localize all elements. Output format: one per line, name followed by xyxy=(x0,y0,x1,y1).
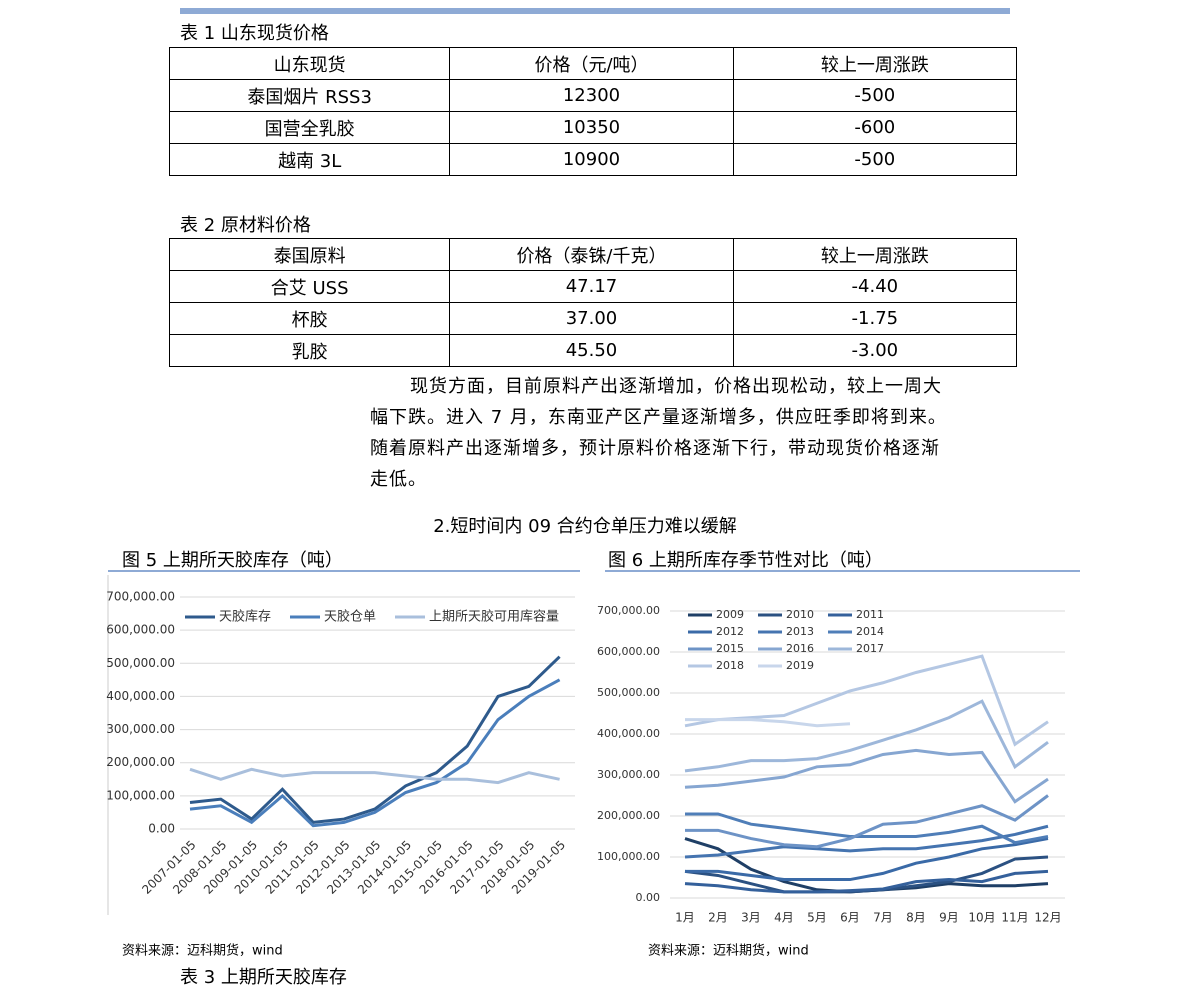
legend-label: 上期所天胶可用库容量 xyxy=(429,609,559,625)
legend-label: 2014 xyxy=(856,625,884,638)
legend-label: 2013 xyxy=(786,625,814,638)
legend-label: 2016 xyxy=(786,642,814,655)
x-tick-label: 3月 xyxy=(741,911,761,925)
y-tick-label: 600,000.00 xyxy=(106,623,175,637)
paragraph-line: 随着原料产出逐渐增多，预计原料价格逐渐下行，带动现货价格逐渐 xyxy=(370,438,940,459)
table-cell: 较上一周涨跌 xyxy=(732,238,1018,271)
table-cell: 合艾 USS xyxy=(168,270,451,303)
table-cell: 价格（元/吨） xyxy=(449,47,734,80)
table-cell: 价格（泰铢/千克） xyxy=(449,238,734,271)
y-tick-label: 100,000.00 xyxy=(597,850,660,863)
y-tick-label: 700,000.00 xyxy=(106,590,175,604)
legend-label: 天胶仓单 xyxy=(324,609,376,625)
table: 山东现货 价格（元/吨） 较上一周涨跌 泰国烟片 RSS3 12300 -500 国营全乳胶… xyxy=(168,47,1018,176)
x-tick-label: 10月 xyxy=(968,911,995,925)
top-bar xyxy=(180,8,1010,14)
figure-source: 资料来源：迈科期货，wind xyxy=(648,943,809,959)
legend-label: 2018 xyxy=(716,659,744,672)
y-tick-label: 600,000.00 xyxy=(597,645,660,658)
table-cell: -600 xyxy=(732,111,1018,144)
series-line xyxy=(684,748,1049,804)
y-tick-label: 0.00 xyxy=(148,822,175,836)
table-caption: 表 1 山东现货价格 xyxy=(180,23,329,44)
table-row: 山东现货 价格（元/吨） 较上一周涨跌 xyxy=(168,47,1018,80)
series-line xyxy=(685,718,851,728)
y-tick-label: 400,000.00 xyxy=(597,727,660,740)
legend-label: 2012 xyxy=(716,625,744,638)
y-tick-label: 100,000.00 xyxy=(106,788,175,802)
y-tick-label: 200,000.00 xyxy=(597,809,660,822)
series-line xyxy=(189,678,561,828)
table-cell: -500 xyxy=(732,79,1018,112)
series-line xyxy=(189,655,561,824)
series-line xyxy=(684,869,1049,894)
table-row: 越南 3L 10900 -500 xyxy=(168,143,1018,176)
paragraph-line: 现货方面，目前原料产出逐渐增加，价格出现松动，较上一周大 xyxy=(410,376,942,397)
table-row: 乳胶 45.50 -3.00 xyxy=(168,334,1018,367)
table-cell: 越南 3L xyxy=(168,143,451,176)
table-cell: 山东现货 xyxy=(168,47,451,80)
table-caption: 表 2 原材料价格 xyxy=(180,215,311,236)
table-row: 合艾 USS 47.17 -4.40 xyxy=(168,270,1018,303)
series-line xyxy=(189,767,560,785)
table-cell: 乳胶 xyxy=(168,334,451,367)
table-cell: 12300 xyxy=(449,79,734,112)
series-line xyxy=(685,812,1049,845)
x-tick-label: 8月 xyxy=(906,911,926,925)
x-tick-label: 6月 xyxy=(840,911,860,925)
paragraph-line: 幅下跌。进入 7 月，东南亚产区产量逐渐增多，供应旺季即将到来。 xyxy=(370,407,947,428)
y-tick-label: 300,000.00 xyxy=(106,722,175,736)
series-line xyxy=(685,794,1049,849)
table-row: 泰国烟片 RSS3 12300 -500 xyxy=(168,79,1018,112)
table-row: 泰国原料 价格（泰铢/千克） 较上一周涨跌 xyxy=(168,238,1018,271)
figure-caption: 图 6 上期所库存季节性对比（吨） xyxy=(608,550,883,571)
series-line xyxy=(684,654,1049,747)
legend-label: 2015 xyxy=(716,642,744,655)
x-tick-label: 11月 xyxy=(1001,911,1028,925)
y-tick-label: 400,000.00 xyxy=(106,689,175,703)
y-tick-label: 300,000.00 xyxy=(597,768,660,781)
table-row: 杯胶 37.00 -1.75 xyxy=(168,302,1018,335)
figure-source: 资料来源：迈科期货，wind xyxy=(122,943,283,959)
legend-label: 2009 xyxy=(716,608,744,621)
table-cell: 10900 xyxy=(449,143,734,176)
y-tick-label: 0.00 xyxy=(636,891,661,904)
table-cell: -3.00 xyxy=(732,334,1018,367)
y-tick-label: 500,000.00 xyxy=(597,686,660,699)
table-cell: -1.75 xyxy=(732,302,1018,335)
x-tick-label: 7月 xyxy=(873,911,893,925)
table-cell: 泰国原料 xyxy=(168,238,451,271)
x-tick-label: 2月 xyxy=(708,911,728,925)
figure-caption: 图 5 上期所天胶库存（吨） xyxy=(122,550,343,571)
table-cell: 37.00 xyxy=(449,302,734,335)
x-tick-label: 5月 xyxy=(807,911,827,925)
x-tick-label: 1月 xyxy=(675,911,695,925)
legend-label: 2011 xyxy=(856,608,884,621)
x-tick-label: 9月 xyxy=(939,911,959,925)
series-line xyxy=(684,824,1049,859)
series-line xyxy=(684,699,1049,773)
paragraph-line: 走低。 xyxy=(370,469,427,490)
legend-label: 2017 xyxy=(856,642,884,655)
x-tick-label: 4月 xyxy=(774,911,794,925)
heading: 2.短时间内 09 合约仓单压力难以缓解 xyxy=(433,516,737,537)
legend-label: 2019 xyxy=(786,659,814,672)
y-tick-label: 700,000.00 xyxy=(597,604,660,617)
x-tick-label: 12月 xyxy=(1034,911,1061,925)
series-line xyxy=(685,837,1049,882)
table-cell: -500 xyxy=(732,143,1018,176)
table: 泰国原料 价格（泰铢/千克） 较上一周涨跌 合艾 USS 47.17 -4.40 杯胶 37.… xyxy=(168,238,1018,367)
legend-label: 2010 xyxy=(786,608,814,621)
y-tick-label: 500,000.00 xyxy=(106,656,175,670)
legend-label: 天胶库存 xyxy=(219,609,271,625)
table-cell: 泰国烟片 RSS3 xyxy=(168,79,451,112)
table-cell: 45.50 xyxy=(449,334,734,367)
y-tick-label: 200,000.00 xyxy=(106,755,175,769)
